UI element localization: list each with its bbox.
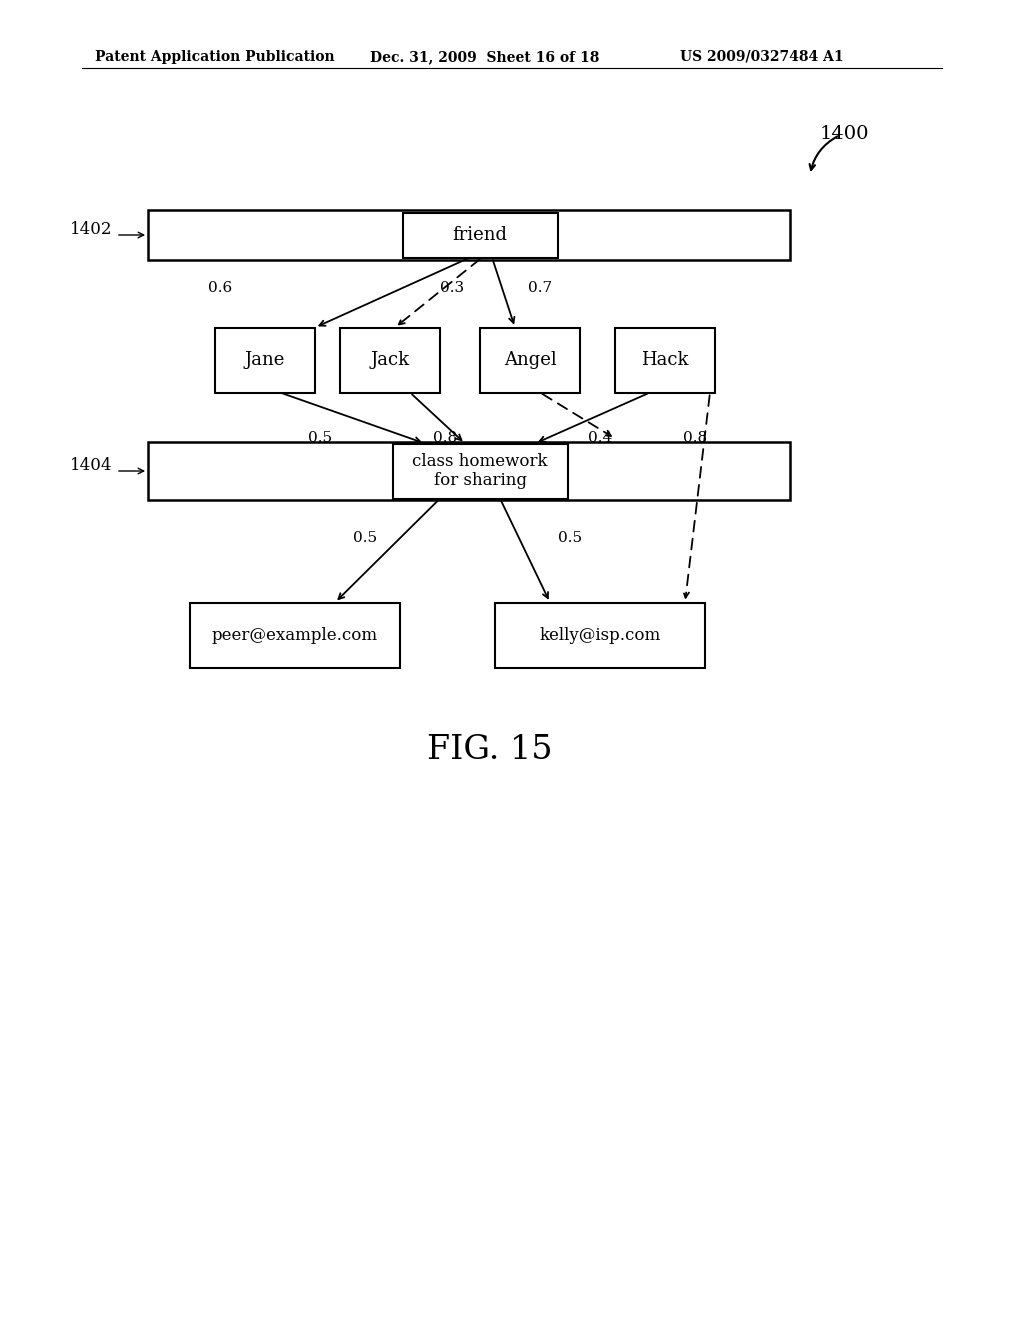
Bar xyxy=(402,213,557,257)
Text: Jane: Jane xyxy=(245,351,286,370)
Text: Jack: Jack xyxy=(371,351,410,370)
Text: 0.5: 0.5 xyxy=(353,532,377,545)
Bar xyxy=(480,327,580,392)
Text: 0.7: 0.7 xyxy=(528,281,552,294)
Text: friend: friend xyxy=(453,226,508,244)
Text: Dec. 31, 2009  Sheet 16 of 18: Dec. 31, 2009 Sheet 16 of 18 xyxy=(370,50,599,63)
Bar xyxy=(148,210,790,260)
Text: kelly@isp.com: kelly@isp.com xyxy=(540,627,660,644)
Text: 0.6: 0.6 xyxy=(208,281,232,294)
Bar xyxy=(615,327,715,392)
Text: US 2009/0327484 A1: US 2009/0327484 A1 xyxy=(680,50,844,63)
Text: class homework
for sharing: class homework for sharing xyxy=(413,453,548,490)
Text: 0.5: 0.5 xyxy=(308,430,332,445)
Text: 0.4: 0.4 xyxy=(588,430,612,445)
Text: 1404: 1404 xyxy=(70,458,112,474)
Bar xyxy=(148,442,790,500)
Text: 1400: 1400 xyxy=(820,125,869,143)
Text: 0.5: 0.5 xyxy=(558,532,582,545)
Text: 0.8: 0.8 xyxy=(433,430,457,445)
Text: Patent Application Publication: Patent Application Publication xyxy=(95,50,335,63)
Text: Hack: Hack xyxy=(641,351,689,370)
Text: Angel: Angel xyxy=(504,351,556,370)
Bar xyxy=(340,327,440,392)
Bar xyxy=(495,602,705,668)
Bar xyxy=(392,444,567,499)
Text: peer@example.com: peer@example.com xyxy=(212,627,378,644)
Text: FIG. 15: FIG. 15 xyxy=(427,734,553,766)
Text: 0.8: 0.8 xyxy=(683,430,707,445)
Text: 0.3: 0.3 xyxy=(440,281,464,294)
Text: 1402: 1402 xyxy=(70,222,112,239)
Bar xyxy=(190,602,400,668)
Bar xyxy=(215,327,315,392)
